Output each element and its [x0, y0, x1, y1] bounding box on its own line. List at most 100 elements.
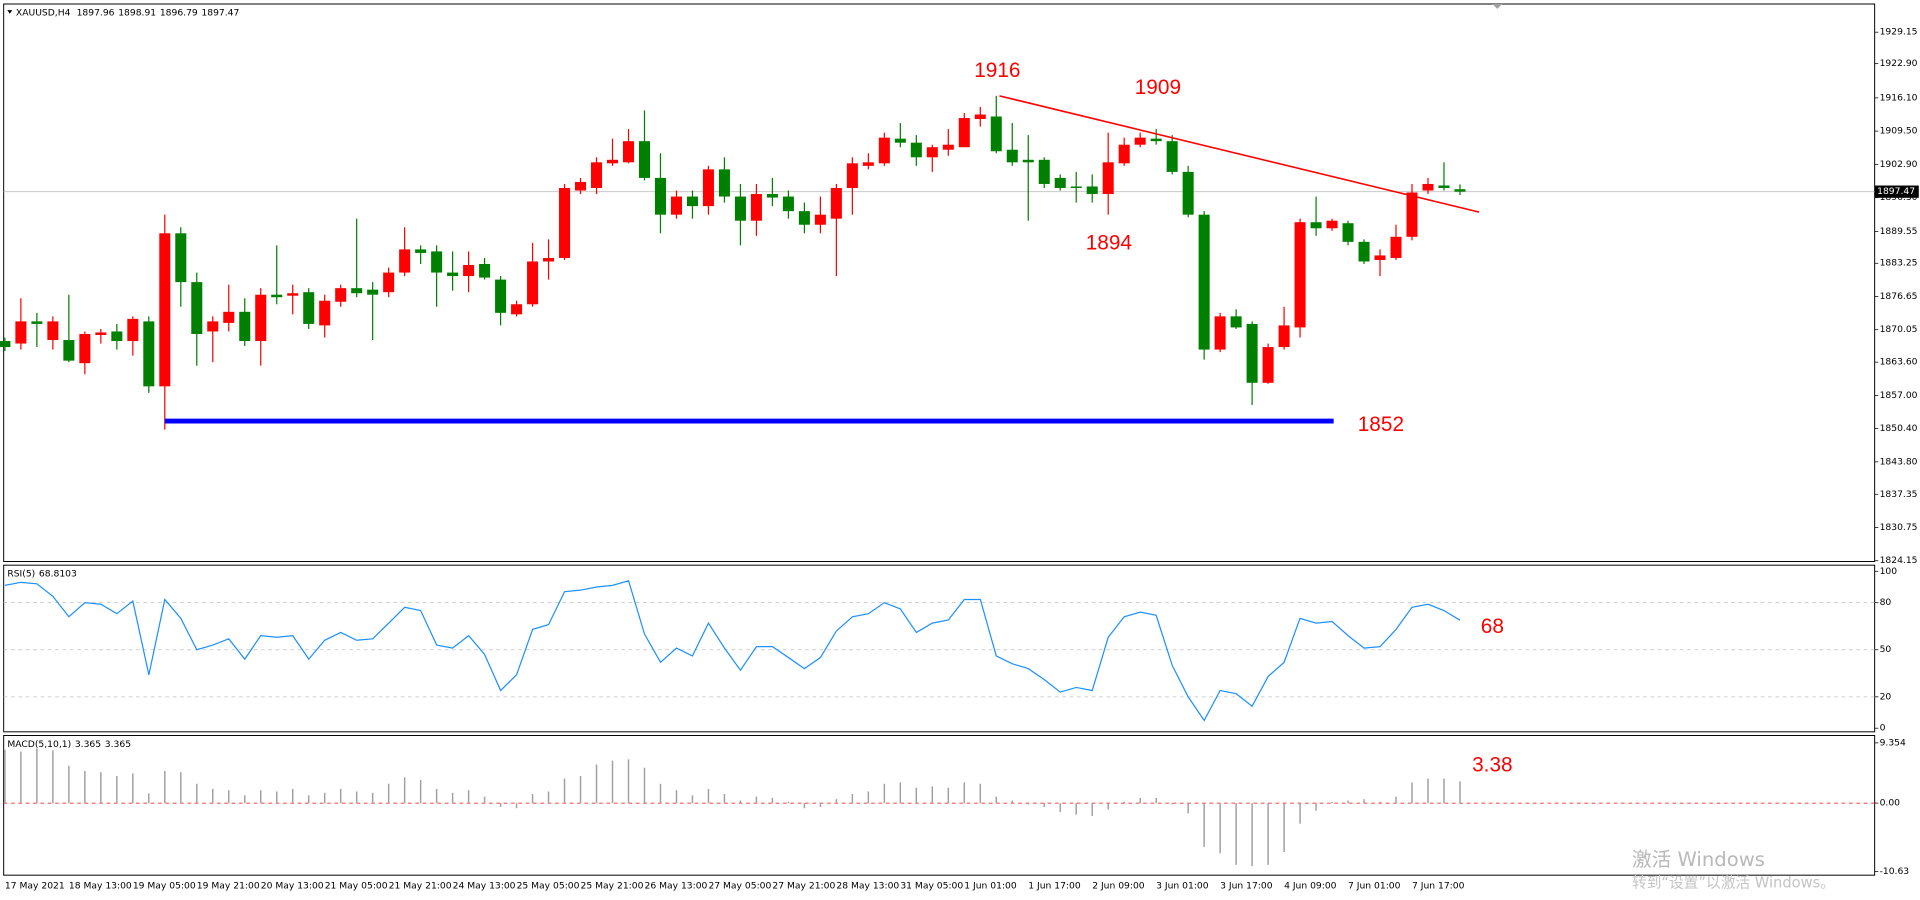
histogram-bar — [52, 750, 54, 804]
candle-body — [15, 321, 27, 344]
watermark-subtitle: 转到“设置”以激活 Windows。 — [1632, 875, 1835, 892]
watermark-title: 激活 Windows — [1632, 848, 1765, 871]
candle-body — [463, 265, 475, 277]
candle-body — [686, 196, 698, 207]
histogram-bar — [947, 787, 950, 804]
candle-body — [1022, 159, 1034, 163]
candle-body — [111, 331, 123, 342]
candle-body — [1358, 241, 1370, 262]
candle-body — [223, 311, 235, 323]
candle-body — [798, 211, 810, 225]
histogram-bar — [1395, 796, 1397, 804]
histogram-bar — [1027, 803, 1029, 805]
candle-body — [862, 162, 874, 166]
histogram-bar — [1379, 801, 1381, 804]
candle-body — [527, 261, 539, 305]
header-low: 1896.79 — [160, 7, 198, 18]
histogram-bar — [275, 791, 278, 804]
histogram-bar — [1363, 799, 1365, 804]
candle-body — [1262, 347, 1274, 383]
y-tick-label: 1863.60 — [1880, 357, 1918, 368]
histogram-bar — [931, 786, 934, 804]
histogram-bar — [164, 770, 166, 804]
candle-body — [654, 177, 666, 215]
histogram-bar — [4, 749, 6, 804]
x-tick-label: 31 May 05:00 — [900, 881, 963, 892]
histogram-bar — [132, 773, 134, 804]
histogram-bar — [1075, 803, 1077, 815]
y-tick-label: 1857.00 — [1880, 390, 1918, 401]
candle-body — [335, 288, 347, 302]
x-tick-label: 20 May 13:00 — [261, 881, 324, 892]
histogram-bar — [323, 792, 326, 804]
histogram-bar — [691, 795, 694, 804]
x-tick-label: 3 Jun 01:00 — [1156, 881, 1209, 892]
x-tick-label: 28 May 13:00 — [836, 881, 899, 892]
histogram-bar — [611, 760, 614, 804]
candle-body — [511, 304, 523, 315]
x-tick-label: 27 May 21:00 — [772, 881, 835, 892]
candle-body — [670, 196, 682, 215]
candle-body — [1102, 162, 1114, 195]
candle-body — [1310, 222, 1322, 229]
histogram-bar — [1459, 781, 1461, 804]
histogram-bar — [116, 776, 118, 804]
histogram-bar — [1043, 803, 1045, 807]
candle-body — [910, 142, 922, 158]
candle-body — [1422, 183, 1434, 191]
histogram-bar — [84, 770, 86, 804]
candle-body — [782, 196, 794, 212]
histogram-bar — [979, 783, 982, 804]
histogram-bar — [451, 792, 454, 804]
histogram-bar — [1219, 803, 1221, 854]
candle-body — [1230, 316, 1242, 328]
histogram-bar — [1059, 803, 1061, 813]
rsi-line — [4, 579, 1461, 722]
candle-body — [255, 294, 267, 342]
histogram-bar — [403, 777, 406, 804]
y-tick-label: 1870.05 — [1880, 324, 1918, 335]
y-tick-label: 1929.15 — [1880, 27, 1918, 38]
candle-body — [79, 333, 91, 364]
histogram-bar — [1427, 778, 1429, 804]
histogram-bar — [387, 783, 390, 804]
rsi-name: RSI(5) — [7, 568, 35, 579]
histogram-bar — [260, 790, 262, 804]
histogram-bar — [1267, 803, 1269, 865]
histogram-bar — [739, 800, 742, 804]
candle-body — [926, 147, 938, 158]
candle-body — [479, 263, 491, 278]
annotation: 3.38 — [1472, 754, 1513, 777]
histogram-bar — [963, 782, 966, 804]
y-tick-label: 1824.15 — [1880, 555, 1918, 566]
candle-body — [638, 141, 651, 178]
candle-body — [1326, 220, 1338, 229]
histogram-bar — [531, 794, 534, 804]
annotation: 1909 — [1135, 76, 1181, 99]
histogram-bar — [467, 790, 470, 804]
annotation: 68 — [1481, 615, 1504, 638]
candle-body — [559, 187, 571, 258]
header-open: 1897.96 — [77, 7, 115, 18]
shift-marker — [1492, 4, 1503, 9]
histogram-bar — [355, 791, 358, 804]
histogram-bar — [180, 772, 182, 804]
histogram-bar — [1251, 803, 1253, 867]
y-tick-label: 50 — [1880, 644, 1892, 655]
histogram-bar — [196, 783, 198, 804]
candle-body — [495, 279, 507, 313]
histogram-bar — [435, 788, 438, 804]
x-tick-label: 7 Jun 01:00 — [1348, 881, 1401, 892]
symbol: XAUUSD,H4 — [16, 7, 71, 18]
histogram-bar — [483, 796, 486, 804]
candle-body — [958, 118, 970, 148]
candle-body — [143, 321, 155, 387]
histogram-bar — [339, 788, 342, 804]
rsi-panel — [3, 564, 1876, 733]
x-tick-label: 3 Jun 17:00 — [1220, 881, 1273, 892]
histogram-bar — [675, 790, 678, 804]
histogram-bar — [883, 783, 886, 804]
candle-body — [942, 144, 954, 150]
